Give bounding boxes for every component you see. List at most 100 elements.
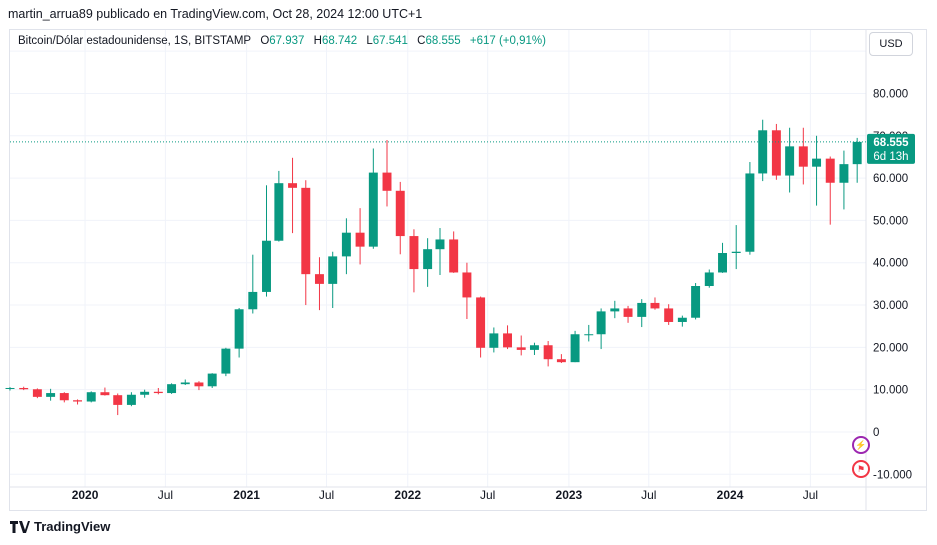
tradingview-logo-icon [10, 520, 30, 533]
candle-body [610, 308, 620, 312]
candle-body [476, 297, 486, 348]
candle-body [46, 393, 56, 397]
change-value: +617 (+0,91%) [469, 35, 546, 47]
y-tick-label: 0 [873, 427, 879, 439]
price-tag [867, 133, 915, 164]
candle-body [382, 172, 392, 191]
low-value: 67.541 [372, 35, 408, 47]
y-tick-label: 80.000 [873, 88, 908, 100]
candle-body [825, 158, 835, 183]
chart-frame [9, 29, 927, 511]
symbol-label: Bitcoin/Dólar estadounidense, 1S, BITSTA… [18, 35, 252, 47]
low-label: L [366, 35, 373, 47]
candle-body [771, 130, 781, 176]
y-tick-label: 60.000 [873, 173, 908, 185]
y-tick-label: 30.000 [873, 300, 908, 312]
candle-body [462, 272, 472, 298]
candle-body [423, 249, 433, 270]
candle-body [314, 274, 324, 284]
close-label: C [417, 35, 426, 47]
candle-body [73, 400, 83, 402]
candle-body [516, 347, 526, 350]
x-tick-label: 2021 [233, 488, 260, 502]
price-tag-countdown: 6d 13h [873, 151, 908, 163]
x-tick-label: 2023 [556, 488, 583, 502]
candle-body [731, 251, 741, 253]
currency-button[interactable]: USD [869, 32, 913, 56]
candle-body [395, 190, 405, 237]
candle-body [100, 392, 110, 396]
candle-body [704, 272, 714, 287]
high-value: 68.742 [321, 35, 358, 47]
candle-body [234, 309, 244, 349]
candle-body [449, 239, 459, 273]
candle-body [503, 333, 513, 348]
x-tick-label: 2020 [72, 488, 99, 502]
tradingview-logo[interactable]: TradingView [10, 519, 110, 534]
candle-body [113, 395, 123, 405]
candle-body [32, 389, 42, 397]
candle-body [543, 345, 553, 360]
candle-body [798, 146, 808, 167]
open-label: O [260, 35, 270, 47]
y-tick-label: 50.000 [873, 215, 908, 227]
candle-body [180, 382, 190, 385]
candle-body [529, 345, 539, 350]
candle-body [637, 302, 647, 317]
candle-body [812, 158, 822, 167]
candle-body [194, 382, 204, 387]
candle-body [409, 236, 419, 270]
lightning-icon[interactable]: ⚡ [852, 436, 870, 454]
candle-body [19, 387, 29, 390]
candle-body [5, 387, 15, 389]
candle-body [570, 334, 580, 363]
x-tick-label: Jul [158, 488, 173, 502]
candle-body [745, 173, 755, 252]
candle-body [596, 311, 606, 335]
candle-body [167, 384, 177, 394]
candle-body [355, 232, 365, 247]
candle-body [852, 141, 862, 165]
candle-body [274, 183, 284, 241]
candle-body [556, 359, 566, 363]
open-value: 67.937 [269, 35, 305, 47]
candle-body [328, 256, 338, 284]
y-tick-label: 20.000 [873, 342, 908, 354]
candle-body [691, 286, 701, 318]
x-tick-label: Jul [641, 488, 656, 502]
candle-body [650, 302, 660, 309]
candle-body [341, 232, 351, 257]
candle-body [288, 183, 298, 188]
candle-body [59, 393, 69, 401]
ohlc-legend: Bitcoin/Dólar estadounidense, 1S, BITSTA… [18, 35, 552, 47]
x-tick-label: 2024 [717, 488, 744, 502]
candle-body [718, 252, 728, 273]
candle-body [221, 348, 231, 374]
candle-body [623, 308, 633, 317]
candle-body [584, 334, 594, 336]
candle-body [368, 172, 378, 247]
y-tick-label: 40.000 [873, 258, 908, 270]
x-tick-label: Jul [803, 488, 818, 502]
candle-body [262, 240, 271, 292]
y-tick-label: 10.000 [873, 385, 908, 397]
candle-body [785, 146, 795, 176]
candle-body [207, 373, 217, 387]
x-tick-label: Jul [480, 488, 495, 502]
candle-body [248, 291, 258, 310]
candle-body [435, 239, 445, 250]
candle-body [153, 391, 163, 394]
candle-body [489, 333, 499, 348]
x-tick-label: Jul [319, 488, 334, 502]
candle-body [664, 308, 674, 322]
y-tick-label: -10.000 [873, 469, 912, 481]
price-tag-value: 68.555 [873, 137, 909, 149]
candle-body [758, 130, 768, 174]
close-value: 68.555 [425, 35, 461, 47]
candle-body [126, 394, 136, 405]
candle-body [301, 187, 311, 275]
flag-icon[interactable]: ⚑ [852, 460, 870, 478]
x-tick-label: 2022 [394, 488, 421, 502]
candle-body [86, 392, 96, 402]
